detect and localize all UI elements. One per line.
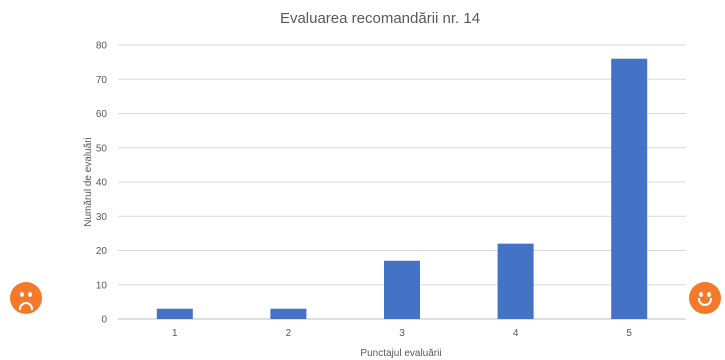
bar-5 (611, 58, 648, 319)
y-tick-label: 80 (96, 41, 108, 52)
happy-face-icon (689, 282, 721, 314)
y-tick-label: 40 (96, 178, 108, 189)
x-axis-title: Punctajul evaluării (360, 348, 441, 359)
x-tick-label: 5 (626, 328, 632, 339)
y-tick-label: 20 (96, 246, 108, 257)
y-tick-label: 70 (96, 75, 108, 86)
sad-face-mouth (19, 302, 33, 310)
happy-face-right-eye (707, 292, 711, 297)
y-tick-label: 0 (101, 315, 107, 326)
x-tick-label: 1 (172, 328, 178, 339)
sad-face-right-eye (28, 292, 32, 297)
happy-face-mouth (698, 298, 712, 306)
bars (156, 58, 648, 319)
y-tick-label: 50 (96, 143, 108, 154)
sad-face-icon (10, 282, 42, 314)
y-tick-label: 10 (96, 280, 108, 291)
bar-2 (270, 308, 307, 319)
bar-3 (384, 260, 420, 319)
bar-1 (156, 308, 193, 319)
gridlines (118, 44, 686, 320)
y-tick-label: 60 (96, 109, 108, 120)
sad-face-left-eye (20, 292, 24, 297)
happy-face-left-eye (699, 292, 703, 297)
y-axis-ticks: 0 10 20 30 40 50 60 70 80 (96, 41, 108, 326)
y-axis-title: Numărul de evaluări (83, 137, 94, 227)
bar-4 (497, 243, 534, 319)
x-tick-label: 3 (399, 328, 405, 339)
y-tick-label: 30 (96, 212, 108, 223)
x-tick-label: 2 (286, 328, 292, 339)
x-tick-label: 4 (513, 328, 519, 339)
x-axis-ticks: 1 2 3 4 5 (172, 328, 632, 339)
chart-title: Evaluarea recomandării nr. 14 (280, 10, 480, 27)
